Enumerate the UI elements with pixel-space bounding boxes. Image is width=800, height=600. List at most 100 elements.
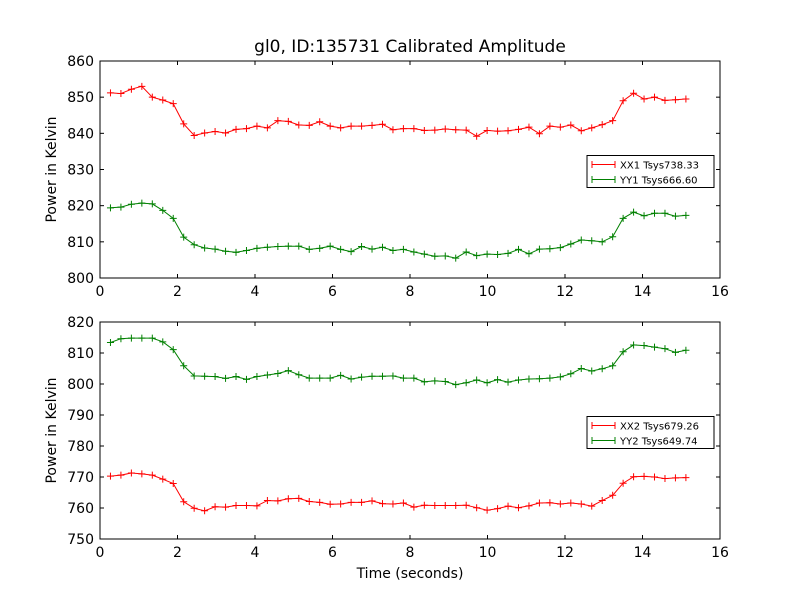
data-point <box>316 118 324 126</box>
data-point <box>106 204 114 212</box>
data-point <box>525 375 533 383</box>
data-point <box>588 237 596 245</box>
data-point <box>546 245 554 253</box>
data-point <box>368 497 376 505</box>
data-point <box>525 123 533 131</box>
data-point <box>295 242 303 250</box>
x-tick-label: 0 <box>96 545 105 561</box>
data-point <box>169 214 177 222</box>
data-point <box>410 125 418 133</box>
data-point <box>682 95 690 103</box>
data-point <box>546 499 554 507</box>
data-point <box>577 365 585 372</box>
y-tick-label: 770 <box>67 470 94 486</box>
data-point <box>138 470 146 478</box>
data-point <box>452 126 460 134</box>
data-point <box>483 379 491 387</box>
legend-label: YY2 Tsys649.74 <box>619 437 698 448</box>
legend-box <box>586 155 715 188</box>
y-tick-label: 780 <box>67 439 94 455</box>
legend: XX1 Tsys738.33 YY1 Tsys666.60 <box>586 155 715 188</box>
data-point <box>661 209 669 217</box>
data-point <box>441 502 449 510</box>
top-subplot: 0 2 4 6 8 10 12 14 16800810820830840850860Power … <box>44 54 729 300</box>
y-tick-label: 810 <box>67 235 94 251</box>
x-tick-label: 10 <box>479 284 497 300</box>
data-point <box>368 372 376 380</box>
data-point <box>180 120 188 128</box>
data-point <box>316 374 324 382</box>
data-point <box>201 244 209 252</box>
data-point <box>556 373 564 381</box>
data-point <box>651 93 659 101</box>
x-tick-label: 6 <box>328 284 337 300</box>
y-tick-label: 750 <box>67 532 94 548</box>
data-point <box>619 479 627 487</box>
data-point <box>222 129 230 137</box>
y-tick-label: 820 <box>67 199 94 215</box>
data-point <box>368 245 376 253</box>
data-point <box>305 245 313 253</box>
y-tick-label: 840 <box>67 126 94 142</box>
data-point <box>651 473 659 481</box>
data-point <box>483 126 491 134</box>
data-point <box>117 335 125 343</box>
data-point <box>305 374 313 382</box>
data-point <box>671 212 679 220</box>
data-point <box>159 96 167 104</box>
data-point <box>211 373 219 381</box>
data-point <box>682 474 690 482</box>
x-axis-label: Time (seconds) <box>356 566 464 582</box>
data-point <box>567 240 575 248</box>
legend-box <box>586 416 715 449</box>
data-point <box>253 373 261 381</box>
data-point <box>619 348 627 356</box>
data-point <box>515 376 522 384</box>
data-point <box>305 121 313 129</box>
data-point <box>242 375 250 383</box>
data-point <box>337 124 345 132</box>
data-point <box>295 121 303 129</box>
data-point <box>326 500 334 508</box>
series-1-0 <box>106 469 690 515</box>
data-point <box>190 132 198 140</box>
data-point <box>399 499 407 507</box>
data-point <box>337 245 345 253</box>
data-point <box>671 474 679 482</box>
data-point <box>473 252 481 260</box>
data-point <box>651 209 659 217</box>
data-point <box>263 124 271 132</box>
data-point <box>389 126 397 134</box>
legend-label: XX2 Tsys679.26 <box>620 422 699 433</box>
data-point <box>535 499 543 507</box>
data-point <box>117 471 125 479</box>
data-point <box>556 244 564 252</box>
data-point <box>473 376 481 384</box>
data-point <box>378 120 386 128</box>
data-point <box>473 132 481 140</box>
data-point <box>358 243 366 251</box>
data-point <box>274 243 282 251</box>
y-axis-label: Power in Kelvin <box>44 377 60 483</box>
data-point <box>347 248 355 256</box>
data-point <box>211 128 219 136</box>
data-point <box>588 502 596 510</box>
data-point <box>201 507 209 515</box>
x-tick-label: 8 <box>406 284 415 300</box>
data-point <box>598 497 606 505</box>
x-tick-label: 8 <box>406 545 415 561</box>
data-point <box>368 121 376 129</box>
x-tick-label: 4 <box>251 545 260 561</box>
data-point <box>127 200 135 208</box>
data-point <box>515 245 522 253</box>
data-point <box>431 377 439 385</box>
data-point <box>640 342 648 350</box>
x-tick-label: 10 <box>479 545 497 561</box>
data-point <box>420 501 428 509</box>
y-tick-label: 760 <box>67 501 94 517</box>
data-point <box>180 233 188 241</box>
data-point <box>609 233 617 241</box>
data-point <box>263 497 271 505</box>
